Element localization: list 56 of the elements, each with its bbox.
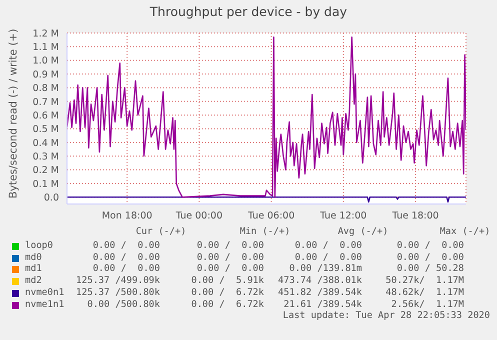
legend-label: md1 xyxy=(25,263,42,274)
y-axis-title: Bytes/second read (-) / write (+) xyxy=(8,28,20,198)
text: 0.00 / 0.00 xyxy=(92,263,160,274)
text: Min (-/+) xyxy=(238,226,292,237)
y-tick-label: 0.2 M xyxy=(32,165,59,176)
y-tick-label: 0.5 M xyxy=(32,124,59,136)
legend-label: loop0 xyxy=(25,240,53,251)
y-tick-label: 1.2 M xyxy=(32,28,59,40)
text: 50.27k/ 1.17M xyxy=(386,275,464,286)
legend-label: nvme1n1 xyxy=(25,298,64,310)
x-tick-label: Tue 18:00 xyxy=(391,210,439,222)
text: 0.00 /500.80k xyxy=(87,298,160,310)
text: 0.00 / 0.00 xyxy=(396,252,464,263)
text: 473.74 /388.01k xyxy=(278,275,362,286)
y-tick-label: 0.1 M xyxy=(32,178,59,190)
text: 0.00 / 0.00 xyxy=(92,240,160,251)
text: 2.56k/ 1.17M xyxy=(391,298,464,310)
y-tick-label: 0.9 M xyxy=(32,69,59,80)
y-tick-label: 0.0 xyxy=(44,192,59,204)
text: 0.00 / 0.00 xyxy=(396,240,464,251)
y-tick-label: 0.8 M xyxy=(32,83,59,94)
text: 0.00 / 50.28 xyxy=(396,263,464,274)
y-tick-label: 1.0 M xyxy=(32,56,59,67)
text: Last update: Tue Apr 28 22:05:33 2020 xyxy=(282,310,490,322)
text: 0.00 / 5.91k xyxy=(191,275,264,286)
y-tick-label: 0.3 M xyxy=(32,151,59,162)
text: 0.00 / 6.72k xyxy=(191,286,264,298)
y-tick-label: 0.7 M xyxy=(32,96,59,108)
text: 0.00 / 6.72k xyxy=(191,298,264,310)
legend-label: md2 xyxy=(25,275,42,286)
x-tick-label: Tue 12:00 xyxy=(319,210,367,222)
text: 21.61 /389.54k xyxy=(284,298,362,310)
x-tick-label: Tue 06:00 xyxy=(246,210,295,222)
legend-label: nvme0n1 xyxy=(25,286,64,298)
text: 48.62k/ 1.17M xyxy=(386,286,464,298)
chart-title: Throughput per device - by day xyxy=(148,4,348,19)
line-series xyxy=(67,36,466,198)
x-tick-label: Mon 18:00 xyxy=(102,210,152,222)
text: 0.00 / 0.00 xyxy=(92,252,160,263)
x-tick-label: Tue 00:00 xyxy=(174,210,223,222)
text: Max (-/+) xyxy=(438,226,492,237)
y-tick-label: 1.1 M xyxy=(32,42,59,54)
text: Avg (-/+) xyxy=(336,226,390,237)
text: 451.82 /389.54k xyxy=(278,286,362,298)
text: 0.00 / 0.00 xyxy=(196,252,264,263)
text: 0.00 /139.81m xyxy=(289,263,362,274)
y-tick-label: 0.4 M xyxy=(32,138,59,149)
text: 125.37 /500.80k xyxy=(76,286,160,298)
legend-label: md0 xyxy=(25,252,42,263)
text: 0.00 / 0.00 xyxy=(294,240,362,251)
y-tick-label: 0.6 M xyxy=(32,110,59,122)
text: 0.00 / 0.00 xyxy=(196,240,264,251)
text: Cur (-/+) xyxy=(134,226,188,237)
text: 0.00 / 0.00 xyxy=(294,252,362,263)
text: 125.37 /499.09k xyxy=(76,275,160,286)
text: 0.00 / 0.00 xyxy=(196,263,264,274)
